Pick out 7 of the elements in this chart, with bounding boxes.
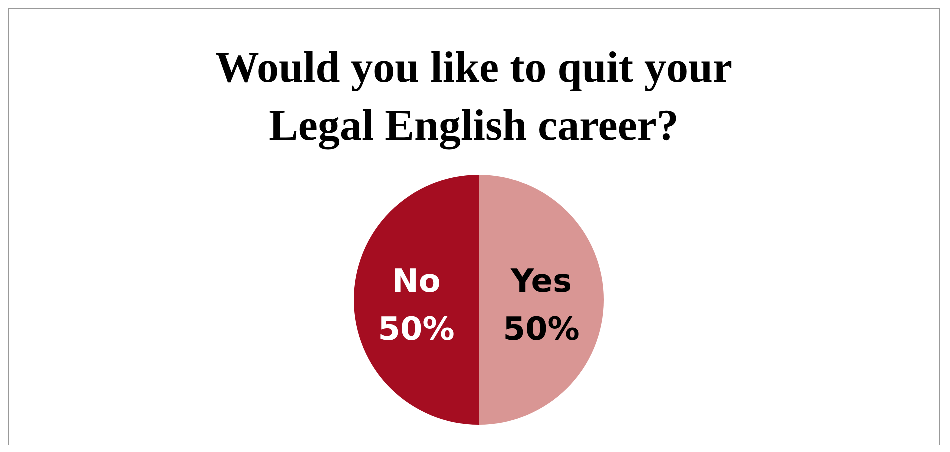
pie-slice — [479, 175, 604, 425]
data-label: 50% — [378, 310, 455, 348]
data-label: 50% — [503, 310, 580, 348]
pie-slice — [354, 175, 479, 425]
slice-label: Yes — [510, 262, 572, 300]
slice-label: No — [392, 262, 441, 300]
chart-title: Would you like to quit your Legal English career? — [214, 42, 734, 152]
